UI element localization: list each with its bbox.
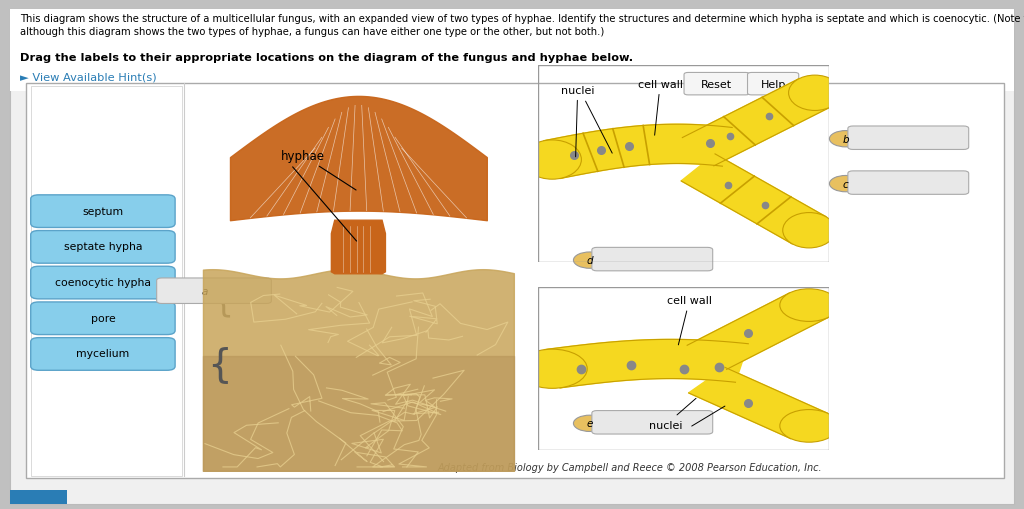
Polygon shape	[544, 125, 732, 179]
FancyBboxPatch shape	[848, 172, 969, 195]
Ellipse shape	[517, 350, 587, 388]
Text: Help: Help	[761, 79, 785, 90]
FancyBboxPatch shape	[848, 127, 969, 150]
Polygon shape	[682, 79, 830, 166]
Text: Drag the labels to their appropriate locations on the diagram of the fungus and : Drag the labels to their appropriate loc…	[20, 53, 634, 63]
Text: e: e	[587, 418, 593, 429]
FancyBboxPatch shape	[31, 338, 175, 371]
Text: Adapted from Biology by Campbell and Reece © 2008 Pearson Education, Inc.: Adapted from Biology by Campbell and Ree…	[437, 462, 822, 472]
FancyBboxPatch shape	[10, 490, 67, 504]
Polygon shape	[688, 367, 827, 439]
Text: cell wall: cell wall	[667, 296, 712, 345]
Ellipse shape	[523, 140, 582, 180]
Circle shape	[573, 415, 606, 432]
FancyBboxPatch shape	[31, 231, 175, 264]
Circle shape	[829, 131, 862, 148]
Text: This diagram shows the structure of a multicellular fungus, with an expanded vie: This diagram shows the structure of a mu…	[20, 14, 1024, 24]
Text: although this diagram shows the two types of hyphae, a fungus can have either on: although this diagram shows the two type…	[20, 26, 605, 37]
FancyBboxPatch shape	[592, 411, 713, 434]
Ellipse shape	[788, 76, 841, 111]
Text: c: c	[843, 179, 849, 189]
Text: nuclei: nuclei	[561, 86, 595, 157]
Polygon shape	[332, 221, 385, 274]
Circle shape	[188, 283, 221, 299]
Ellipse shape	[780, 410, 839, 442]
Text: septate hypha: septate hypha	[63, 242, 142, 252]
Polygon shape	[545, 340, 749, 388]
FancyBboxPatch shape	[31, 195, 175, 228]
Circle shape	[573, 252, 606, 269]
FancyBboxPatch shape	[157, 278, 271, 304]
Text: coenocytic hypha: coenocytic hypha	[55, 277, 151, 288]
FancyBboxPatch shape	[10, 10, 1014, 92]
Polygon shape	[687, 294, 828, 370]
FancyBboxPatch shape	[748, 73, 799, 96]
Text: a: a	[202, 286, 208, 296]
Text: {: {	[208, 345, 232, 383]
Text: septum: septum	[82, 206, 124, 216]
Text: b: b	[843, 134, 849, 145]
FancyBboxPatch shape	[31, 267, 175, 299]
Text: d: d	[587, 256, 593, 266]
FancyBboxPatch shape	[31, 302, 175, 335]
Text: cell wall: cell wall	[638, 80, 683, 136]
Polygon shape	[681, 155, 826, 244]
FancyBboxPatch shape	[10, 10, 1014, 504]
Text: Reset: Reset	[701, 79, 732, 90]
Text: nuclei: nuclei	[649, 399, 696, 430]
Circle shape	[829, 176, 862, 192]
FancyBboxPatch shape	[26, 84, 1004, 478]
FancyBboxPatch shape	[684, 73, 750, 96]
Ellipse shape	[782, 213, 836, 248]
Text: {: {	[213, 285, 233, 318]
Text: mycelium: mycelium	[76, 349, 130, 359]
FancyBboxPatch shape	[31, 87, 182, 476]
Text: hyphae: hyphae	[281, 150, 356, 191]
Text: pore: pore	[90, 313, 116, 323]
Text: ► View Available Hint(s): ► View Available Hint(s)	[20, 72, 157, 82]
Ellipse shape	[780, 289, 839, 322]
FancyBboxPatch shape	[592, 248, 713, 271]
